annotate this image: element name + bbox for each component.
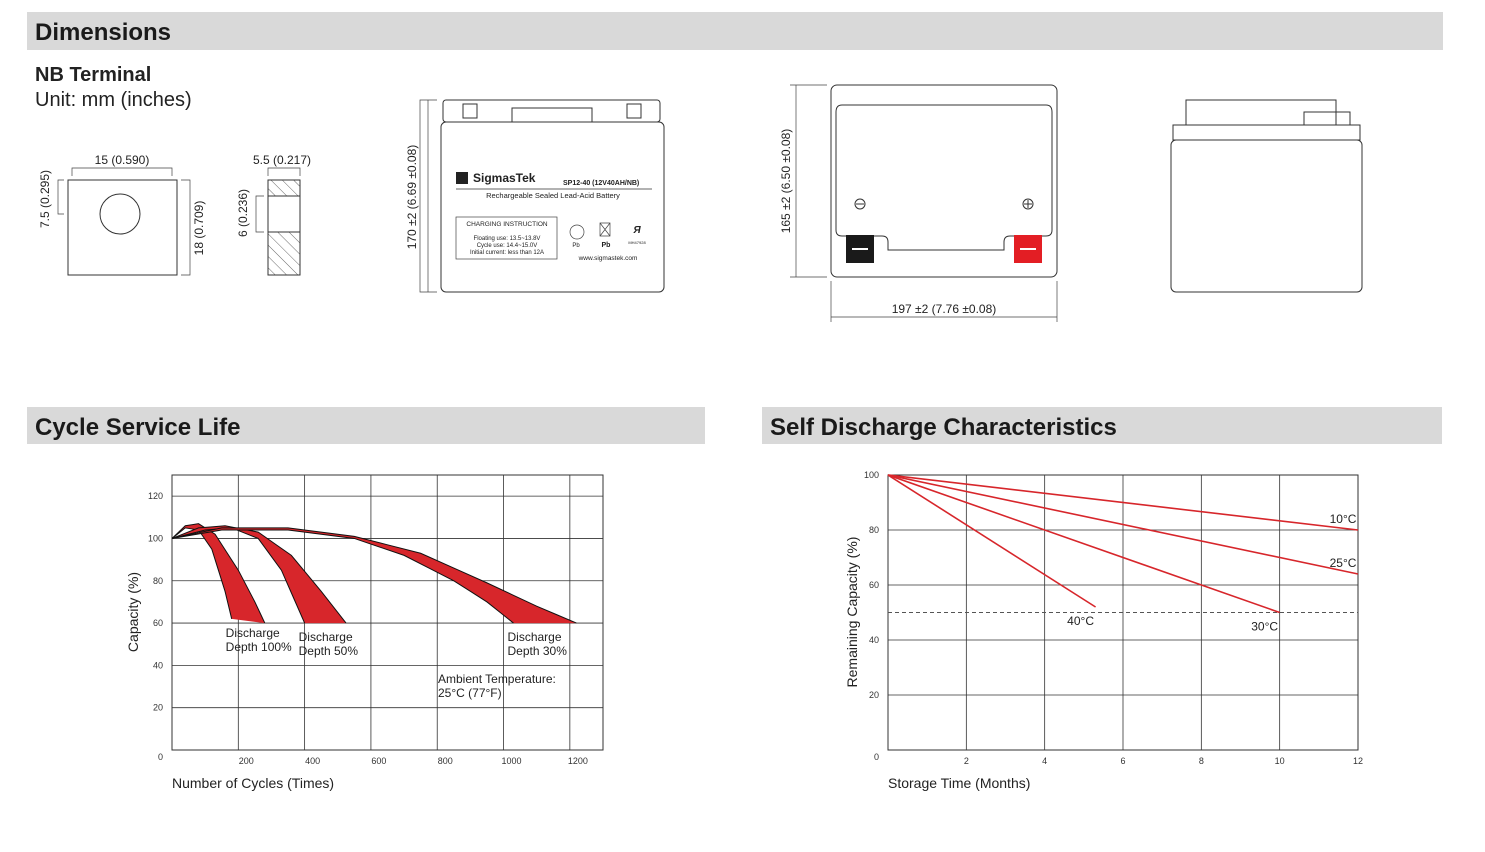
x-tick-label: 200 [239, 756, 254, 766]
x-tick-label: 600 [371, 756, 386, 766]
series-label: Depth 100% [226, 640, 292, 654]
series-line [887, 474, 1359, 575]
series-label: Discharge [226, 626, 280, 640]
brand: SigmasTek [473, 171, 536, 185]
series-label: Depth 50% [299, 644, 359, 658]
terminal-title: NB Terminal [35, 64, 151, 86]
charging-line: Floating use: 13.5~13.8V [474, 236, 541, 242]
curve-upper [171, 523, 266, 624]
y-tick-label: 40 [869, 635, 879, 645]
series-line [887, 474, 1359, 531]
x-tick-label: 10 [1275, 756, 1285, 766]
description: Rechargeable Sealed Lead-Acid Battery [486, 191, 620, 200]
x-tick-label: 800 [438, 756, 453, 766]
y-tick-label: 120 [148, 491, 163, 501]
battery-front: 170 ±2 (6.69 ±0.08) SigmasTek SP12-40 (1… [405, 99, 665, 293]
website: www.sigmastek.com [578, 255, 638, 262]
series-label: Depth 30% [507, 644, 567, 658]
y-tick-label: 60 [153, 618, 163, 628]
header-bar [762, 407, 1442, 444]
y-axis-label: Capacity (%) [125, 572, 141, 652]
curve-upper [171, 527, 577, 624]
ul-mark: Я [632, 225, 641, 236]
x-tick-label: 2 [964, 756, 969, 766]
y-tick-label: 60 [869, 580, 879, 590]
series-label: Discharge [507, 630, 561, 644]
y-tick-label: 80 [869, 525, 879, 535]
x-tick-label: 8 [1199, 756, 1204, 766]
x-tick-label: 4 [1042, 756, 1047, 766]
header-bar [27, 12, 1443, 50]
series-label: 10°C [1330, 512, 1357, 526]
band [172, 523, 265, 624]
section-title: Dimensions [35, 19, 171, 46]
curve-upper [171, 525, 347, 624]
curve-lower [171, 529, 514, 624]
y-axis-label: Remaining Capacity (%) [844, 537, 860, 688]
section-title: Cycle Service Life [35, 414, 240, 441]
charging-line: Cycle use: 14.4~15.0V [477, 243, 538, 249]
x-tick-label: 1000 [502, 756, 522, 766]
x-tick-label: 400 [305, 756, 320, 766]
annotation: 25°C (77°F) [438, 686, 502, 700]
dimension-label: 5.5 (0.217) [253, 153, 311, 167]
band [172, 525, 347, 624]
battery-side [1170, 99, 1363, 293]
charging-title: CHARGING INSTRUCTION [466, 221, 548, 228]
model: SP12-40 (12V40AH/NB) [563, 180, 639, 187]
y-tick-label: 80 [153, 576, 163, 586]
unit-note: Unit: mm (inches) [35, 89, 192, 111]
battery-top: 165 ±2 (6.50 ±0.08) 197 ±2 (7.76 ±0.08) [779, 84, 1058, 322]
dimension-label: 15 (0.590) [95, 153, 150, 167]
mark: MH47928 [628, 240, 646, 245]
series-label: Discharge [299, 630, 353, 644]
y-tick-label: 20 [153, 703, 163, 713]
series-line [887, 474, 1280, 614]
y-tick-label: 20 [869, 690, 879, 700]
dimension-label: 197 ±2 (7.76 ±0.08) [892, 302, 997, 316]
y-tick-label: 0 [158, 752, 163, 762]
y-tick-label: 100 [864, 470, 879, 480]
dimension-label: 6 (0.236) [236, 189, 250, 237]
x-tick-label: 1200 [568, 756, 588, 766]
dimension-label: 165 ±2 (6.50 ±0.08) [779, 129, 793, 234]
terminal-front: 15 (0.590) 7.5 (0.295) 18 (0.709) [38, 153, 206, 276]
dimension-label: 170 ±2 (6.69 ±0.08) [405, 145, 419, 250]
x-tick-label: 6 [1120, 756, 1125, 766]
section-title: Self Discharge Characteristics [770, 414, 1117, 441]
x-axis-label: Number of Cycles (Times) [172, 775, 334, 791]
charging-line: Initial current: less than 12A [470, 250, 544, 256]
series-label: 25°C [1330, 556, 1357, 570]
series-line [887, 474, 1097, 608]
dimension-label: 18 (0.709) [192, 201, 206, 256]
dimension-label: 7.5 (0.295) [38, 170, 52, 228]
header-bar [27, 407, 705, 444]
mark: Pb [572, 243, 580, 249]
mark: Pb [602, 242, 611, 249]
y-tick-label: 40 [153, 660, 163, 670]
band [172, 527, 577, 624]
x-tick-label: 12 [1353, 756, 1363, 766]
annotation: Ambient Temperature: [438, 672, 556, 686]
series-label: 40°C [1067, 614, 1094, 628]
y-tick-label: 0 [874, 752, 879, 762]
series-label: 30°C [1251, 620, 1278, 634]
x-axis-label: Storage Time (Months) [888, 775, 1030, 791]
y-tick-label: 100 [148, 533, 163, 543]
terminal-side: 5.5 (0.217) 6 (0.236) [236, 153, 311, 276]
